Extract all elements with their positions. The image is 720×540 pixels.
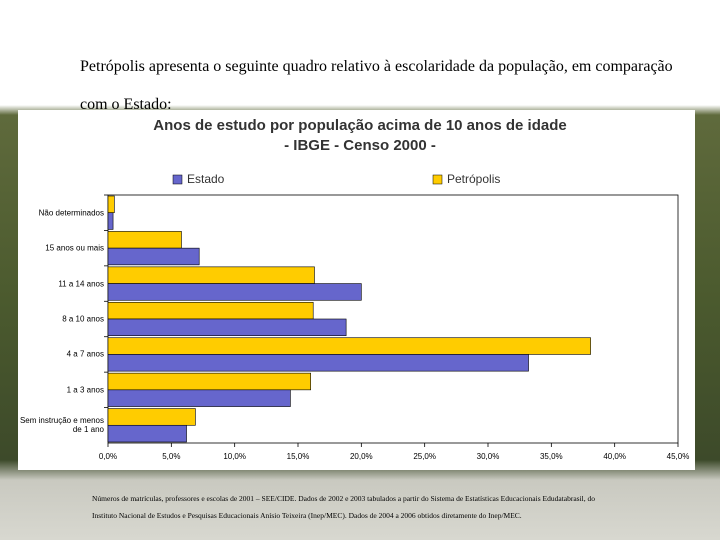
bar bbox=[107, 195, 115, 214]
y-tick-label: Sem instrução e menos de 1 ano bbox=[19, 416, 104, 435]
bar bbox=[107, 247, 200, 266]
y-tick-label: 15 anos ou mais bbox=[45, 243, 104, 253]
y-tick-label: 4 a 7 anos bbox=[66, 349, 104, 359]
bar bbox=[107, 408, 196, 426]
bar bbox=[107, 266, 315, 284]
bar bbox=[107, 424, 187, 443]
x-tick-label: 20,0% bbox=[350, 452, 373, 461]
bar bbox=[107, 354, 529, 372]
y-tick-label: 11 a 14 anos bbox=[58, 279, 104, 289]
chart-subtitle: - IBGE - Censo 2000 - bbox=[284, 137, 436, 154]
chart-panel: Anos de estudo por população acima de 10… bbox=[18, 110, 695, 470]
footnote: Números de matrículas, professores e esc… bbox=[92, 494, 595, 520]
x-tick-label: 45,0% bbox=[667, 452, 690, 461]
x-tick-label: 30,0% bbox=[477, 452, 500, 461]
bar bbox=[107, 212, 114, 230]
legend-label: Petrópolis bbox=[447, 172, 500, 186]
legend-swatch bbox=[432, 174, 443, 185]
bar bbox=[107, 337, 591, 355]
x-tick-label: 15,0% bbox=[287, 452, 310, 461]
y-tick-label: 8 a 10 anos bbox=[62, 314, 104, 324]
y-tick-label: 1 a 3 anos bbox=[66, 385, 104, 395]
x-tick-label: 10,0% bbox=[223, 452, 246, 461]
x-tick-label: 35,0% bbox=[540, 452, 563, 461]
x-tick-label: 5,0% bbox=[162, 452, 180, 461]
intro-text: Petrópolis apresenta o seguinte quadro r… bbox=[80, 58, 673, 113]
bar bbox=[107, 389, 291, 407]
bar bbox=[107, 231, 182, 249]
x-tick-label: 40,0% bbox=[603, 452, 626, 461]
bar bbox=[107, 318, 347, 337]
chart: Anos de estudo por população acima de 10… bbox=[99, 117, 690, 461]
y-tick-label: Não determinados bbox=[38, 208, 104, 218]
legend-label: Estado bbox=[187, 172, 225, 186]
bar bbox=[107, 283, 362, 301]
bar bbox=[107, 372, 311, 391]
bar bbox=[107, 301, 314, 320]
x-tick-label: 25,0% bbox=[413, 452, 436, 461]
x-tick-label: 0,0% bbox=[99, 452, 117, 461]
chart-title: Anos de estudo por população acima de 10… bbox=[153, 117, 566, 134]
legend-swatch bbox=[172, 174, 183, 185]
